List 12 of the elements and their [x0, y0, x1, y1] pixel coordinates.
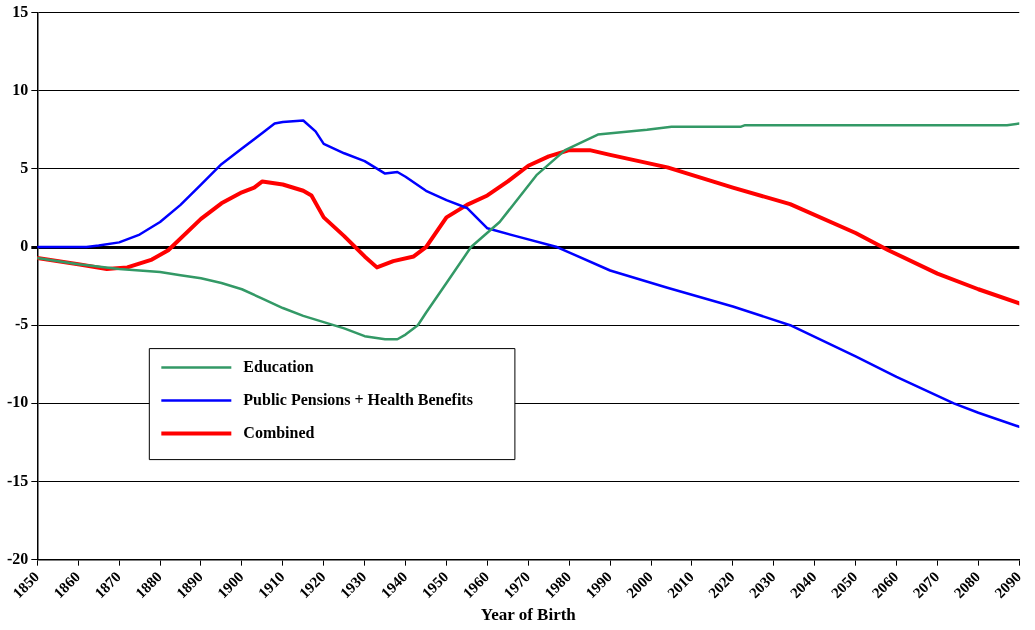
- y-tick-label: -20: [7, 549, 29, 567]
- y-tick-label: 10: [12, 80, 29, 98]
- x-axis-title: Year of Birth: [480, 605, 577, 625]
- y-tick-label: 5: [20, 159, 29, 177]
- y-tick-label: 0: [20, 237, 29, 255]
- y-tick-label: -5: [15, 315, 29, 333]
- legend-label: Education: [243, 357, 314, 375]
- legend-label: Public Pensions + Health Benefits: [243, 390, 473, 408]
- legend-label: Combined: [243, 423, 315, 441]
- y-tick-label: 15: [12, 2, 29, 20]
- y-tick-label: -15: [7, 471, 29, 489]
- y-tick-label: -10: [7, 393, 29, 411]
